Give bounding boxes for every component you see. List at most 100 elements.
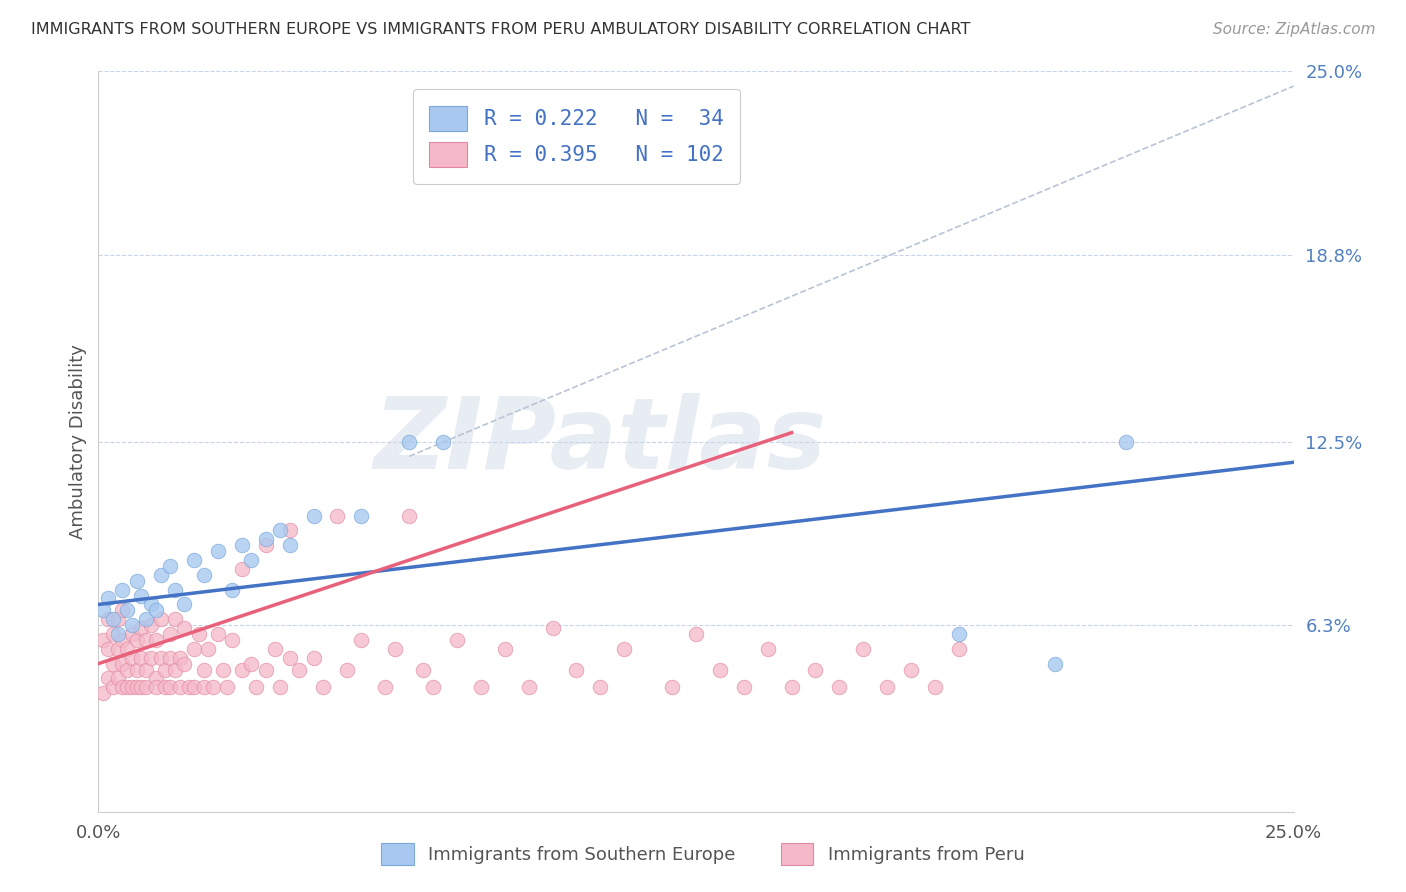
Point <box>254 663 277 677</box>
Legend: R = 0.222   N =  34, R = 0.395   N = 102: R = 0.222 N = 34, R = 0.395 N = 102 <box>413 89 740 184</box>
Point <box>91 686 114 700</box>
Point <box>350 632 373 647</box>
Point <box>91 632 114 647</box>
Point <box>139 650 162 665</box>
Point <box>384 641 406 656</box>
Point <box>804 663 827 677</box>
Point <box>101 612 124 626</box>
Point <box>470 168 492 182</box>
Point <box>470 681 492 695</box>
Point <box>446 153 468 168</box>
Point <box>756 641 779 656</box>
Point <box>135 681 157 695</box>
Point <box>422 681 444 695</box>
Point <box>155 681 177 695</box>
Point <box>111 657 134 671</box>
Point <box>245 681 267 695</box>
Point <box>145 632 167 647</box>
Point <box>828 681 851 695</box>
Point <box>412 663 434 677</box>
Point <box>350 508 373 523</box>
Point <box>446 632 468 647</box>
Point <box>202 681 225 695</box>
Point <box>121 627 143 641</box>
Point <box>121 618 143 632</box>
Legend: Immigrants from Southern Europe, Immigrants from Peru: Immigrants from Southern Europe, Immigra… <box>374 836 1032 872</box>
Point <box>121 650 143 665</box>
Point <box>589 681 612 695</box>
Point <box>111 582 134 597</box>
Point <box>159 650 181 665</box>
Point <box>139 618 162 632</box>
Point <box>613 641 636 656</box>
Point <box>149 650 172 665</box>
Point <box>97 612 120 626</box>
Point <box>187 627 209 641</box>
Point <box>163 582 186 597</box>
Point <box>217 681 239 695</box>
Point <box>173 621 195 635</box>
Point <box>145 603 167 617</box>
Y-axis label: Ambulatory Disability: Ambulatory Disability <box>69 344 87 539</box>
Point <box>221 632 243 647</box>
Point <box>541 621 564 635</box>
Point <box>115 681 138 695</box>
Point <box>131 650 153 665</box>
Point <box>183 641 205 656</box>
Text: IMMIGRANTS FROM SOUTHERN EUROPE VS IMMIGRANTS FROM PERU AMBULATORY DISABILITY CO: IMMIGRANTS FROM SOUTHERN EUROPE VS IMMIG… <box>31 22 970 37</box>
Point <box>231 663 253 677</box>
Point <box>131 621 153 635</box>
Point <box>269 681 291 695</box>
Point <box>221 582 243 597</box>
Point <box>101 627 124 641</box>
Point <box>111 632 134 647</box>
Point <box>278 650 301 665</box>
Point <box>107 672 129 686</box>
Point <box>240 553 263 567</box>
Point <box>125 663 148 677</box>
Text: Source: ZipAtlas.com: Source: ZipAtlas.com <box>1212 22 1375 37</box>
Point <box>302 650 325 665</box>
Point <box>155 663 177 677</box>
Point <box>278 538 301 552</box>
Point <box>278 524 301 538</box>
Point <box>111 681 134 695</box>
Point <box>169 650 191 665</box>
Point <box>733 681 755 695</box>
Point <box>197 641 219 656</box>
Point <box>115 641 138 656</box>
Point <box>115 603 138 617</box>
Point <box>111 603 134 617</box>
Point <box>948 641 970 656</box>
Text: ZIPatlas: ZIPatlas <box>374 393 827 490</box>
Point <box>231 538 253 552</box>
Point <box>780 681 803 695</box>
Point <box>91 603 114 617</box>
Point <box>240 657 263 671</box>
Point <box>149 612 172 626</box>
Point <box>183 553 205 567</box>
Point <box>107 612 129 626</box>
Point <box>121 681 143 695</box>
Point <box>494 641 516 656</box>
Point <box>125 574 148 588</box>
Point <box>312 681 335 695</box>
Point <box>207 627 229 641</box>
Point <box>193 663 215 677</box>
Point <box>517 681 540 695</box>
Point <box>398 434 420 449</box>
Point <box>336 663 359 677</box>
Point <box>115 663 138 677</box>
Point <box>288 663 311 677</box>
Point <box>125 632 148 647</box>
Point <box>709 663 731 677</box>
Point <box>432 434 454 449</box>
Point <box>398 508 420 523</box>
Point <box>135 612 157 626</box>
Point <box>661 681 683 695</box>
Point <box>163 663 186 677</box>
Point <box>97 672 120 686</box>
Point <box>924 681 946 695</box>
Point <box>173 657 195 671</box>
Point <box>264 641 287 656</box>
